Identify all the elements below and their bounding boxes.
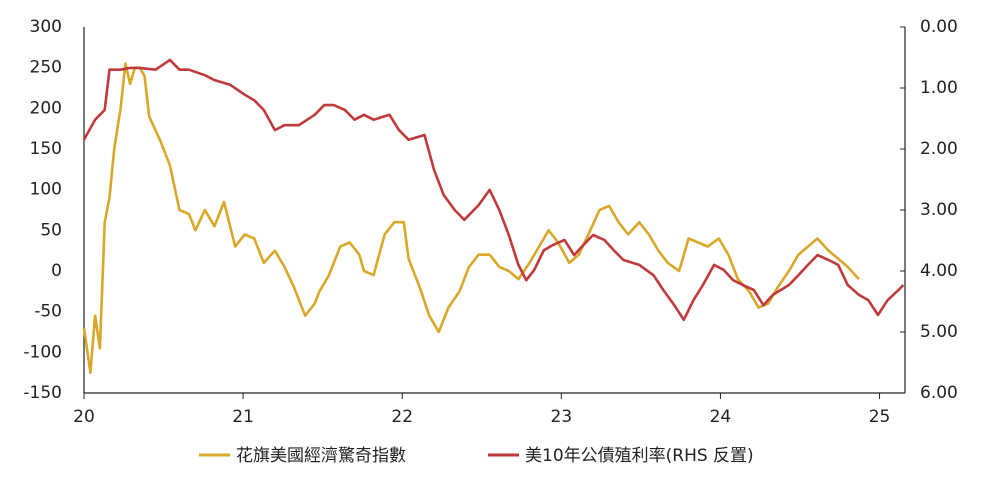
y-tick-label: 150	[30, 139, 62, 159]
y-tick-label: -50	[34, 302, 62, 322]
x-tick-label: 24	[710, 407, 732, 427]
y2-tick-label: 3.00	[920, 200, 958, 220]
y-tick-label: -150	[23, 383, 62, 403]
legend-label: 美10年公債殖利率(RHS 反置)	[525, 446, 754, 466]
y2-tick-label: 2.00	[920, 139, 958, 159]
y2-tick-label: 0.00	[920, 17, 958, 37]
x-tick-label: 25	[869, 407, 891, 427]
x-tick-label: 21	[232, 407, 254, 427]
x-tick-label: 22	[391, 407, 413, 427]
y-tick-label: -100	[23, 342, 62, 362]
y-tick-label: 300	[30, 17, 62, 37]
y-tick-label: 250	[30, 58, 62, 78]
x-tick-label: 23	[551, 407, 573, 427]
y-tick-label: 50	[40, 220, 62, 240]
y2-tick-label: 6.00	[920, 383, 958, 403]
y-tick-label: 100	[30, 180, 62, 200]
y2-tick-label: 4.00	[920, 261, 958, 281]
y2-tick-label: 5.00	[920, 322, 958, 342]
y-tick-label: 0	[51, 261, 62, 281]
y-tick-label: 200	[30, 98, 62, 118]
series-line	[82, 58, 905, 322]
legend-label: 花旗美國經濟驚奇指數	[236, 446, 406, 466]
series-line	[82, 62, 860, 374]
x-tick-label: 20	[73, 407, 95, 427]
y2-tick-label: 1.00	[920, 78, 958, 98]
